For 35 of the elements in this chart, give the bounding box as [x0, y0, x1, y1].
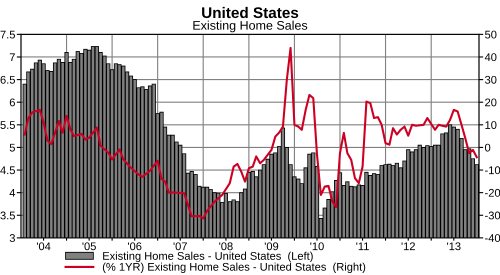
x-tick-label: '07 — [174, 242, 187, 250]
x-tick-label: '04 — [36, 242, 51, 250]
chart-title: United States — [202, 6, 298, 18]
y2-tick-label: 50 — [485, 30, 496, 39]
y2-tick-label: 0 — [484, 144, 490, 152]
y-tick-label: 5 — [10, 144, 15, 152]
x-tick-label: '09 — [264, 242, 278, 250]
y2-tick-label: 10 — [485, 121, 496, 129]
y-tick-label: 6 — [10, 98, 15, 106]
y-tick-label: 3 — [10, 234, 15, 242]
x-tick-label: '11 — [356, 242, 369, 250]
x-tick-label: '10 — [310, 242, 324, 250]
y-tick-label: 5.5 — [0, 121, 15, 129]
y-tick-label: 7.5 — [0, 30, 15, 39]
legend-label: Existing Home Sales - United States (Left) — [103, 252, 313, 262]
x-tick-label: '08 — [219, 242, 233, 250]
x-tick-label: '06 — [128, 242, 142, 250]
y-tick-label: 7 — [10, 53, 15, 62]
y-tick-label: 4.5 — [0, 166, 15, 174]
y-tick-label: 6.5 — [0, 76, 15, 84]
y2-tick-label: -30 — [485, 212, 500, 220]
chart-subtitle: Existing Home Sales — [193, 20, 308, 32]
legend-label: (% 1YR) Existing Home Sales - United States (Right) — [102, 262, 366, 273]
x-tick-label: '05 — [82, 242, 96, 250]
y2-tick-label: 30 — [484, 76, 496, 84]
y-tick-label: 4 — [10, 189, 16, 197]
line-series — [24, 46, 478, 220]
y2-tick-label: -40 — [485, 234, 500, 242]
y2-tick-label: 40 — [484, 53, 496, 62]
y2-tick-label: -20 — [485, 188, 500, 197]
x-tick-label: '12 — [402, 242, 415, 250]
y2-tick-label: -10 — [485, 166, 500, 174]
y-tick-label: 3.5 — [0, 212, 15, 220]
x-tick-label: '13 — [447, 242, 461, 250]
y2-tick-label: 20 — [485, 98, 496, 106]
